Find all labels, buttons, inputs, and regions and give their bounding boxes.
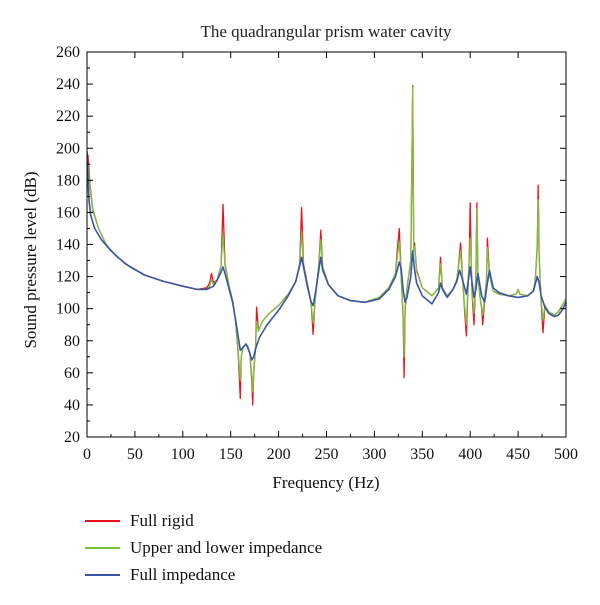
y-tick-label: 260: [56, 44, 80, 61]
legend-label: Upper and lower impedance: [130, 538, 322, 557]
legend-label: Full rigid: [130, 511, 194, 530]
chart-title: The quadrangular prism water cavity: [200, 22, 452, 41]
plot-frame: [86, 51, 567, 438]
x-tick-label: 50: [127, 446, 143, 463]
y-tick-label: 60: [64, 365, 80, 382]
series-line-3: [87, 151, 566, 361]
x-tick-label: 450: [506, 446, 530, 463]
y-tick-label: 180: [56, 172, 80, 189]
y-tick-label: 200: [56, 140, 80, 157]
x-tick-label: 100: [171, 446, 195, 463]
x-axis-label: Frequency (Hz): [272, 473, 379, 492]
x-tick-label: 500: [554, 446, 578, 463]
series-line-1: [87, 85, 566, 406]
y-tick-label: 40: [64, 397, 80, 414]
x-tick-label: 150: [219, 446, 243, 463]
legend-label: Full impedance: [130, 565, 235, 584]
y-tick-label: 140: [56, 237, 80, 254]
y-axis-label: Sound pressure level (dB): [21, 171, 40, 348]
y-tick-label: 120: [56, 269, 80, 286]
x-tick-label: 250: [315, 446, 339, 463]
x-tick-label: 400: [458, 446, 482, 463]
x-tick-label: 0: [83, 446, 91, 463]
axes-layer: 0 50 100 150 200 250 300 350 400 450 500 20 40 60 80 10…: [56, 44, 578, 463]
y-tick-label: 240: [56, 76, 80, 93]
y-tick-label: 220: [56, 108, 80, 125]
series-line-2: [87, 86, 566, 393]
y-tick-label: 80: [64, 333, 80, 350]
legend: Full rigid Upper and lower impedance Full …: [85, 511, 322, 584]
x-tick-label: 300: [362, 446, 386, 463]
y-tick-label: 160: [56, 204, 80, 221]
y-tick-label: 20: [64, 429, 80, 446]
series-layer: [87, 85, 566, 406]
x-tick-label: 200: [267, 446, 291, 463]
y-tick-label: 100: [56, 301, 80, 318]
x-tick-label: 350: [410, 446, 434, 463]
